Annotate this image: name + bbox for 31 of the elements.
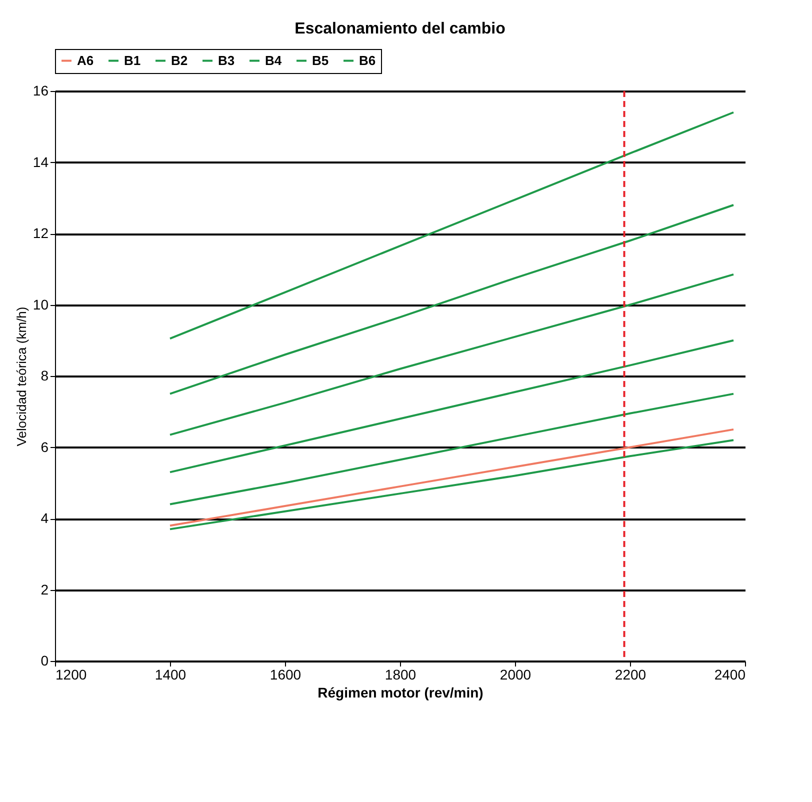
legend-label: B3 (218, 52, 235, 68)
x-tick-label: 1800 (384, 666, 416, 682)
legend-label: B4 (265, 52, 282, 68)
y-tick-label: 10 (32, 296, 49, 312)
legend-label: B5 (312, 52, 329, 68)
x-tick-label: 2400 (714, 666, 746, 682)
x-tick-label: 1400 (154, 666, 186, 682)
chart-title: Escalonamiento del cambio (294, 20, 506, 38)
y-tick-label: 4 (40, 510, 49, 526)
line-series (169, 111, 734, 340)
y-tick-label: 12 (32, 225, 49, 241)
x-tick-label: 1200 (56, 666, 87, 682)
line-series (169, 392, 734, 506)
y-tick-label: 16 (32, 82, 49, 98)
line-series (169, 273, 734, 436)
line-series (169, 339, 734, 474)
legend-label: B6 (359, 52, 376, 68)
y-axis-title: Velocidad teórica (km/h) (14, 306, 29, 446)
y-tick-label: 0 (40, 652, 49, 668)
y-tick-label: 2 (40, 581, 49, 598)
y-tick-label: 6 (40, 438, 49, 455)
x-tick-label: 2000 (500, 666, 532, 682)
x-tick-label: 1600 (270, 666, 302, 682)
legend-label: B2 (171, 52, 188, 68)
legend-label: A6 (77, 52, 94, 68)
x-axis-title: Régimen motor (rev/min) (318, 684, 484, 700)
legend-label: B1 (124, 52, 141, 68)
y-tick-label: 8 (40, 368, 49, 384)
y-tick-label: 14 (32, 154, 49, 170)
x-tick-label: 2200 (614, 666, 646, 682)
line-series (169, 204, 734, 395)
